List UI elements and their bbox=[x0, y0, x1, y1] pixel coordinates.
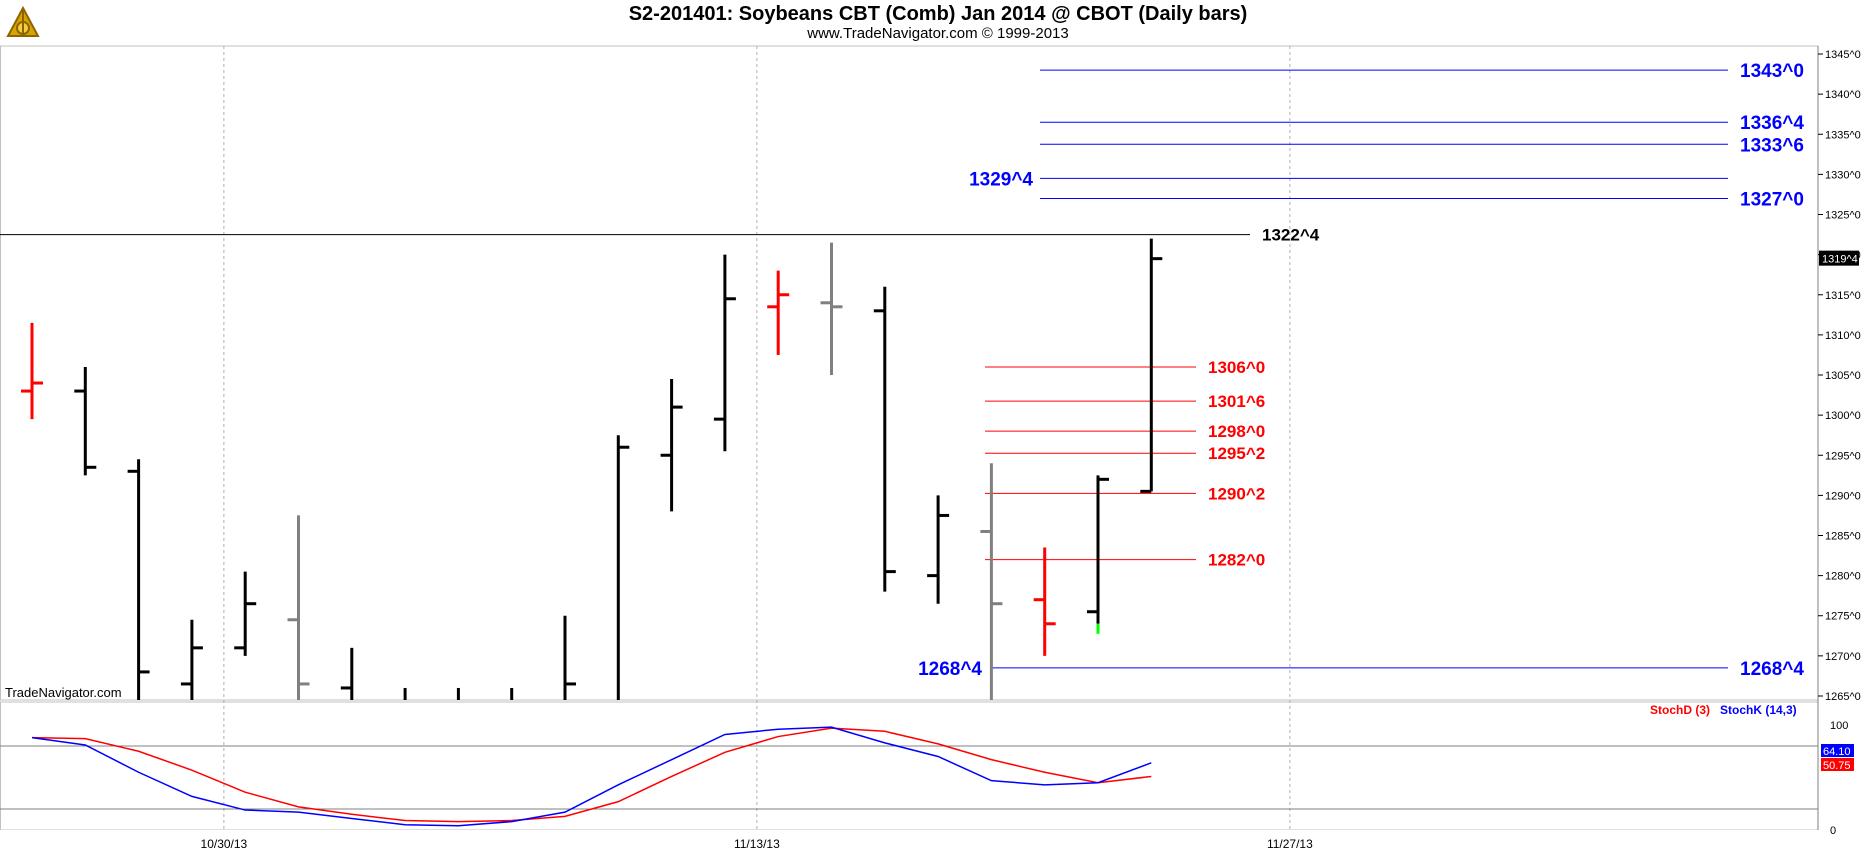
ohlc-bar bbox=[1140, 238, 1163, 493]
x-tick-label: 11/27/13 bbox=[1267, 837, 1313, 851]
chart-subtitle: www.TradeNavigator.com © 1999-2013 bbox=[807, 25, 1069, 42]
stochd-legend: StochD (3) bbox=[1650, 703, 1710, 717]
ohlc-bar bbox=[1033, 547, 1056, 656]
stochd-value-badge bbox=[1821, 758, 1854, 771]
red-level-label: 1290^2 bbox=[1208, 484, 1265, 503]
ohlc-bar bbox=[873, 286, 896, 592]
blue-level-label: 1343^0 bbox=[1740, 61, 1804, 82]
ohlc-bar bbox=[767, 270, 790, 355]
y-tick-label: 1290^0 bbox=[1825, 490, 1861, 502]
ohlc-bar bbox=[660, 379, 683, 512]
stoch-y-tick-label: 100 bbox=[1830, 720, 1848, 732]
chart-header: S2-201401: Soybeans CBT (Comb) Jan 2014 … bbox=[0, 0, 1876, 46]
red-level-label: 1306^0 bbox=[1208, 358, 1265, 377]
ohlc-bar bbox=[180, 619, 203, 700]
y-tick-label: 1295^0 bbox=[1825, 450, 1861, 462]
ohlc-bar bbox=[340, 647, 354, 700]
chart-title: S2-201401: Soybeans CBT (Comb) Jan 2014 … bbox=[628, 3, 1248, 25]
y-tick-label: 1265^0 bbox=[1825, 691, 1861, 703]
ohlc-bar bbox=[287, 515, 310, 700]
blue-level-label: 1327^0 bbox=[1740, 189, 1804, 210]
red-level-label: 1282^0 bbox=[1208, 551, 1265, 570]
black-level-label: 1322^4 bbox=[1262, 226, 1320, 245]
y-tick-label: 1315^0 bbox=[1825, 290, 1861, 302]
stochk-line bbox=[31, 726, 1152, 827]
ohlc-bar bbox=[1087, 475, 1109, 634]
y-tick-label: 1310^0 bbox=[1825, 330, 1861, 342]
red-level-label: 1301^6 bbox=[1208, 392, 1265, 411]
stochd-value: 50.75 bbox=[1823, 760, 1851, 772]
blue-level-label: 1336^4 bbox=[1740, 113, 1804, 134]
stochd-line bbox=[31, 727, 1152, 823]
red-level-label: 1298^0 bbox=[1208, 422, 1265, 441]
ohlc-bar bbox=[127, 459, 150, 700]
blue-level-label: 1268^4 bbox=[918, 659, 982, 680]
red-level-label: 1295^2 bbox=[1208, 444, 1265, 463]
blue-level-label: 1268^4 bbox=[1740, 659, 1804, 680]
y-tick-label: 1340^0 bbox=[1825, 89, 1861, 101]
ohlc-bar bbox=[616, 435, 630, 700]
y-tick-label: 1305^0 bbox=[1825, 370, 1861, 382]
ohlc-bar bbox=[713, 254, 736, 452]
ohlc-bar bbox=[74, 366, 97, 476]
y-tick-label: 1330^0 bbox=[1825, 169, 1861, 181]
y-tick-label: 1275^0 bbox=[1825, 611, 1861, 623]
x-tick-label: 11/13/13 bbox=[734, 837, 780, 851]
stochk-value: 64.10 bbox=[1823, 746, 1851, 758]
y-tick-label: 1270^0 bbox=[1825, 651, 1861, 663]
ohlc-bar bbox=[927, 495, 950, 604]
x-axis-band bbox=[0, 830, 1876, 854]
ohlc-bar bbox=[980, 463, 1003, 700]
y-tick-label: 1285^0 bbox=[1825, 530, 1861, 542]
y-tick-label: 1345^0 bbox=[1825, 49, 1861, 61]
last-price-label: 1319^4 bbox=[1822, 254, 1858, 266]
blue-level-label: 1329^4 bbox=[969, 169, 1033, 190]
stochk-legend: StochK (14,3) bbox=[1720, 703, 1797, 717]
ohlc-bar bbox=[234, 571, 257, 656]
ohlc-bar bbox=[21, 322, 43, 420]
ohlc-bar bbox=[563, 615, 576, 700]
y-tick-label: 1300^0 bbox=[1825, 410, 1861, 422]
blue-level-label: 1333^6 bbox=[1740, 135, 1804, 156]
stochk-value-badge bbox=[1821, 744, 1854, 757]
y-tick-label: 1325^0 bbox=[1825, 210, 1861, 222]
y-tick-label: 1335^0 bbox=[1825, 129, 1861, 141]
sextant-logo-icon bbox=[6, 5, 40, 37]
x-tick-label: 10/30/13 bbox=[201, 837, 248, 851]
stoch-y-tick-label: 0 bbox=[1830, 825, 1836, 837]
y-tick-label: 1280^0 bbox=[1825, 571, 1861, 583]
last-price-badge bbox=[1819, 250, 1859, 266]
watermark-text: TradeNavigator.com bbox=[5, 685, 122, 700]
ohlc-bar bbox=[820, 242, 843, 376]
